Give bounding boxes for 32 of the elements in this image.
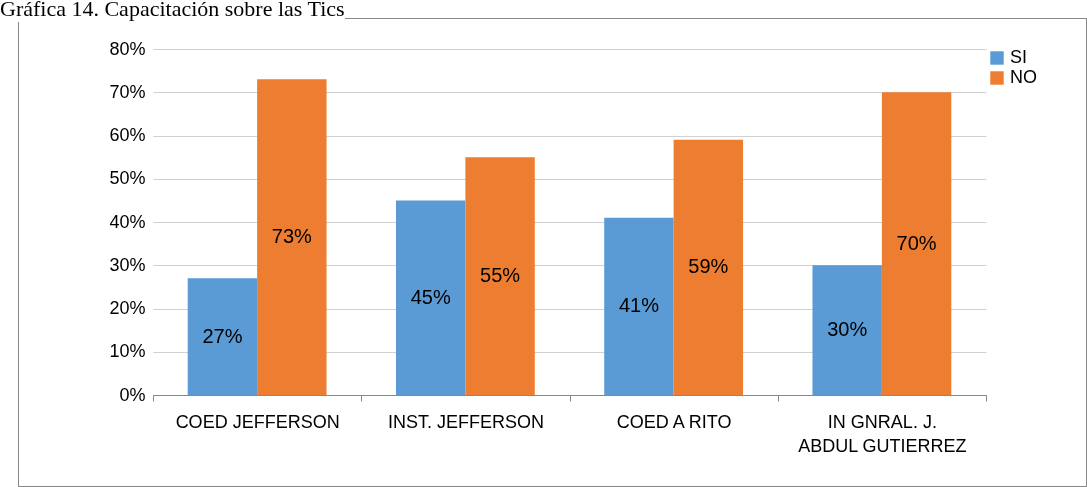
- chart-title: Gráfica 14. Capacitación sobre las Tics: [0, 0, 345, 22]
- y-tick-label: 60%: [109, 125, 146, 145]
- data-label: 70%: [896, 231, 937, 254]
- bar: [673, 139, 744, 395]
- data-label: 55%: [480, 264, 521, 287]
- x-tick-label: COED A RITO: [616, 411, 732, 432]
- data-label: 59%: [688, 255, 729, 278]
- legend-label: SI: [1010, 47, 1028, 67]
- y-tick-label: 80%: [109, 38, 146, 59]
- y-tick-label: 40%: [109, 211, 146, 232]
- y-tick-label: 0%: [119, 384, 146, 405]
- y-tick-label: 20%: [109, 298, 146, 318]
- data-label: 30%: [827, 318, 868, 341]
- bar: [257, 79, 327, 395]
- x-tick-label: COED JEFFERSON: [175, 411, 340, 432]
- x-tick-label: IN GNRAL. J. ABDUL GUTIERREZ: [798, 411, 967, 456]
- data-label: 73%: [271, 225, 313, 248]
- bar: [395, 200, 466, 395]
- bar: [604, 217, 674, 395]
- x-tick-label: INST. JEFFERSON: [387, 411, 544, 432]
- data-label: 27%: [202, 324, 243, 347]
- y-tick-label: 50%: [109, 168, 146, 189]
- y-tick-label: 10%: [109, 341, 146, 362]
- bar: [812, 265, 882, 395]
- legend-label: NO: [1010, 67, 1037, 87]
- y-tick-label: 70%: [109, 81, 146, 102]
- data-label: 45%: [410, 285, 451, 308]
- bar: [187, 278, 258, 395]
- bar: [465, 157, 535, 395]
- bar: [881, 92, 952, 395]
- y-tick-label: 30%: [109, 254, 146, 275]
- data-label: 41%: [618, 294, 660, 317]
